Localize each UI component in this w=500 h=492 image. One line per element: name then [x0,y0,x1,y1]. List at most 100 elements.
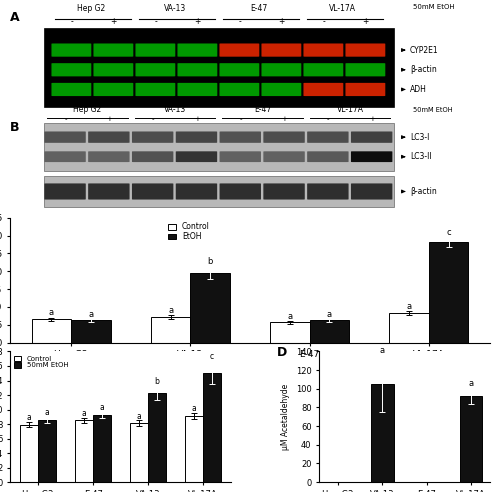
Text: LC3-II: LC3-II [410,152,432,161]
Bar [130,423,148,482]
Bar [38,420,56,482]
Text: -: - [154,17,157,26]
Text: a: a [380,346,385,355]
Text: Hep G2: Hep G2 [74,105,102,115]
Text: -: - [327,117,330,123]
Bar [32,319,71,342]
Text: +: + [369,117,375,123]
Text: c: c [210,352,214,361]
FancyBboxPatch shape [176,184,217,200]
FancyBboxPatch shape [178,43,218,57]
Text: VA-13: VA-13 [164,4,186,13]
Text: a: a [406,302,412,311]
Text: a: a [136,412,141,421]
FancyBboxPatch shape [346,43,386,57]
Text: a: a [168,306,173,314]
Text: Hep G2: Hep G2 [76,4,105,13]
Text: β-actin: β-actin [410,187,436,196]
Text: a: a [26,413,32,423]
Bar [44,28,394,107]
Text: b: b [154,377,160,386]
FancyBboxPatch shape [351,131,393,143]
FancyBboxPatch shape [304,83,344,96]
FancyBboxPatch shape [88,131,130,143]
Text: -: - [238,17,241,26]
Text: ADH: ADH [410,85,426,94]
Bar [270,322,310,342]
FancyBboxPatch shape [220,83,260,96]
FancyBboxPatch shape [220,63,260,76]
Text: -: - [152,117,154,123]
FancyBboxPatch shape [307,152,348,162]
Bar [93,415,111,482]
FancyBboxPatch shape [88,152,130,162]
Text: +: + [106,117,112,123]
FancyBboxPatch shape [52,43,92,57]
FancyBboxPatch shape [351,184,393,200]
Text: +: + [362,17,369,26]
FancyBboxPatch shape [44,184,86,200]
Text: a: a [468,379,473,388]
Text: -: - [322,17,325,26]
FancyBboxPatch shape [220,43,260,57]
Bar [460,396,482,482]
Legend: Control, EtOH: Control, EtOH [168,221,210,242]
Text: E-47: E-47 [254,105,271,115]
Text: -: - [240,117,242,123]
Bar [429,242,468,342]
FancyBboxPatch shape [307,131,348,143]
Text: LC3-I: LC3-I [410,133,429,142]
FancyBboxPatch shape [220,184,261,200]
FancyBboxPatch shape [176,152,217,162]
Text: a: a [45,408,50,417]
Text: +: + [282,117,288,123]
Text: 50mM EtOH: 50mM EtOH [413,4,455,10]
Text: a: a [49,308,54,317]
Text: -: - [64,117,67,123]
Bar [390,313,429,342]
Bar [185,416,203,482]
Text: β-actin: β-actin [410,65,436,74]
Text: c: c [446,228,451,237]
FancyBboxPatch shape [136,43,175,57]
Y-axis label: μM Acetaldehyde: μM Acetaldehyde [282,384,290,450]
Bar [190,273,230,342]
Text: VL-17A: VL-17A [336,105,363,115]
Text: -: - [70,17,73,26]
FancyBboxPatch shape [136,83,175,96]
FancyBboxPatch shape [262,63,302,76]
FancyBboxPatch shape [88,184,130,200]
Text: VA-13: VA-13 [164,105,186,115]
FancyBboxPatch shape [346,83,386,96]
FancyBboxPatch shape [132,184,173,200]
FancyBboxPatch shape [220,131,261,143]
Bar [75,421,93,482]
Bar [148,393,166,482]
Text: a: a [88,309,94,318]
FancyBboxPatch shape [220,152,261,162]
FancyBboxPatch shape [176,131,217,143]
FancyBboxPatch shape [132,152,173,162]
Text: a: a [192,404,196,413]
FancyBboxPatch shape [52,63,92,76]
FancyBboxPatch shape [346,63,386,76]
FancyBboxPatch shape [351,152,393,162]
Bar [372,384,394,482]
Text: +: + [194,117,200,123]
FancyBboxPatch shape [307,184,348,200]
Text: b: b [208,257,212,267]
Text: B: B [10,121,20,134]
FancyBboxPatch shape [304,43,344,57]
FancyBboxPatch shape [264,152,305,162]
Text: a: a [82,409,86,418]
Text: VL-17A: VL-17A [329,4,356,13]
Bar [44,176,394,207]
FancyBboxPatch shape [136,63,175,76]
Text: CYP2E1: CYP2E1 [410,46,438,55]
Text: +: + [194,17,201,26]
Text: a: a [288,311,292,321]
Text: +: + [278,17,285,26]
Bar [203,372,221,482]
Bar [151,317,190,342]
FancyBboxPatch shape [94,63,134,76]
